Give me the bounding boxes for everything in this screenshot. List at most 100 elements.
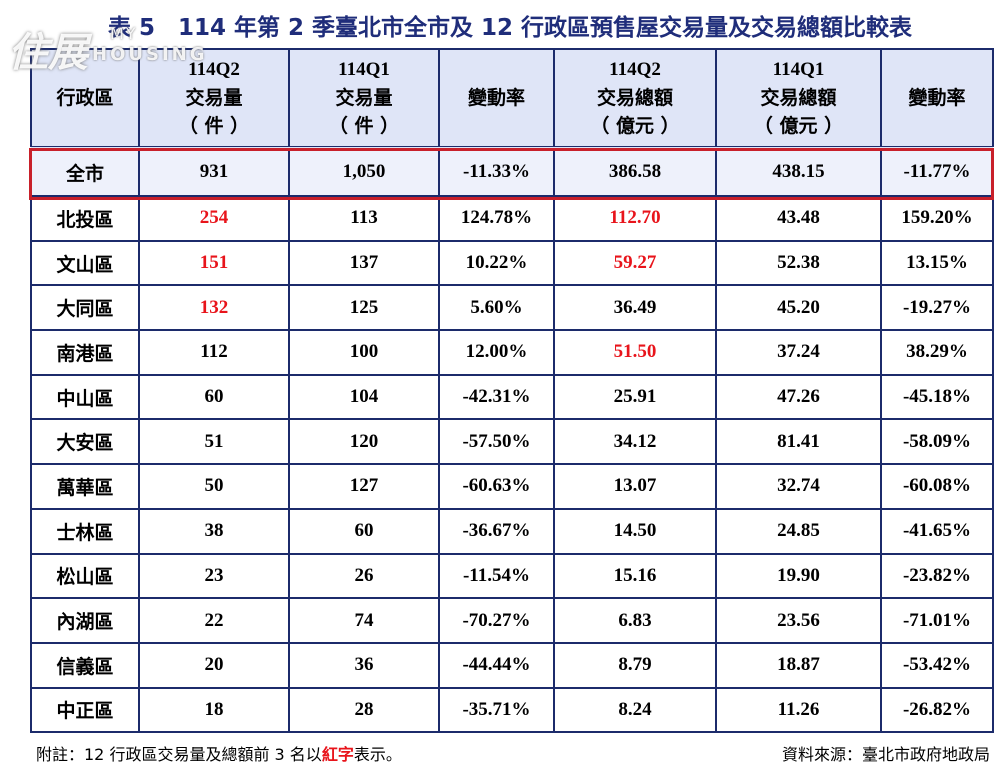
value-cell: 51.50 [553,329,717,376]
value-cell: 104 [288,373,440,421]
district-cell: 大同區 [30,284,140,332]
value-cell: 931 [138,146,290,197]
value-cell: -11.54% [438,552,555,600]
value-cell: 13.07 [553,463,717,510]
value-cell: -11.33% [438,146,555,197]
header-cell: 114Q2 交易總額 （ 億元 ） [553,48,717,149]
value-cell: -44.44% [438,641,555,689]
data-row: 中正區 18 28 -35.71% 8.24 11.26 -26.82% [30,686,994,734]
value-cell: 25.91 [553,373,717,421]
value-cell: -45.18% [880,373,994,421]
value-cell: 100 [288,329,440,376]
value-cell: 60 [288,507,440,555]
header-line: 114Q1 [772,59,825,80]
data-row: 北投區 254 113 124.78% 112.70 43.48 159.20% [30,195,994,242]
value-cell: -58.09% [880,418,994,466]
header-cell: 114Q2 交易量 （ 件 ） [138,48,290,149]
value-cell: -23.82% [880,552,994,600]
value-cell: -60.63% [438,463,555,510]
value-cell: 132 [138,284,290,332]
value-cell: 19.90 [715,552,882,600]
footnote-part: 紅字 [321,745,354,764]
value-cell: 47.26 [715,373,882,421]
value-cell: 36 [288,641,440,689]
value-cell: -36.67% [438,507,555,555]
value-cell: -60.08% [880,463,994,510]
value-cell: 5.60% [438,284,555,332]
data-row: 士林區 38 60 -36.67% 14.50 24.85 -41.65% [30,507,994,555]
district-cell: 北投區 [30,195,140,242]
value-cell: 151 [138,239,290,287]
value-cell: 81.41 [715,418,882,466]
value-cell: -35.71% [438,686,555,734]
value-cell: 18 [138,686,290,734]
value-cell: -26.82% [880,686,994,734]
value-cell: 8.79 [553,641,717,689]
data-row: 文山區 151 137 10.22% 59.27 52.38 13.15% [30,239,994,287]
header-cell: 行政區 [30,48,140,149]
header-line: 114Q2 [609,59,661,80]
district-cell: 南港區 [30,329,140,376]
value-cell: -70.27% [438,597,555,644]
logo-mark: 住展 [8,29,88,76]
value-cell: 386.58 [553,146,717,197]
value-cell: 22 [138,597,290,644]
district-cell: 信義區 [30,641,140,689]
logo-text: MY [110,24,138,43]
title: 表 5 114 年第 2 季臺北市全市及 12 行政區預售屋交易量及交易總額比較… [107,15,913,41]
value-cell: 12.00% [438,329,555,376]
value-cell: 11.26 [715,686,882,734]
value-cell: 28 [288,686,440,734]
value-cell: 18.87 [715,641,882,689]
value-cell: -71.01% [880,597,994,644]
value-cell: 38 [138,507,290,555]
value-cell: -42.31% [438,373,555,421]
value-cell: 14.50 [553,507,717,555]
district-cell: 松山區 [30,552,140,600]
data-row: 中山區 60 104 -42.31% 25.91 47.26 -45.18% [30,373,994,421]
value-cell: 74 [288,597,440,644]
value-cell: 159.20% [880,195,994,242]
logo-text: HOUSING [92,44,208,65]
district-cell: 全市 [30,146,140,197]
header-cell: 變動率 [880,48,994,149]
footnote: 附註：12 行政區交易量及總額前 3 名以紅字表示。 [36,741,402,765]
value-cell: 38.29% [880,329,994,376]
value-cell: -57.50% [438,418,555,466]
value-cell: 43.48 [715,195,882,242]
value-cell: 10.22% [438,239,555,287]
value-cell: 34.12 [553,418,717,466]
value-cell: 438.15 [715,146,882,197]
value-cell: 15.16 [553,552,717,600]
value-cell: -19.27% [880,284,994,332]
district-cell: 文山區 [30,239,140,287]
district-cell: 中山區 [30,373,140,421]
logo: 住展 MY HOUSING [0,18,204,76]
value-cell: 36.49 [553,284,717,332]
value-cell: 1,050 [288,146,440,197]
value-cell: 112 [138,329,290,376]
value-cell: -41.65% [880,507,994,555]
header-cell: 114Q1 交易總額 （ 億元 ） [715,48,882,149]
total-row: 全市 931 1,050 -11.33% 386.58 438.15 -11.77% [30,146,994,197]
value-cell: 50 [138,463,290,510]
data-row: 萬華區 50 127 -60.63% 13.07 32.74 -60.08% [30,463,994,510]
value-cell: 124.78% [438,195,555,242]
header-cell: 變動率 [438,48,555,149]
district-cell: 大安區 [30,418,140,466]
value-cell: 60 [138,373,290,421]
data-row: 信義區 20 36 -44.44% 8.79 18.87 -53.42% [30,641,994,689]
value-cell: 23.56 [715,597,882,644]
header-line: 交易量 [335,87,393,109]
header-line: 交易量 [185,87,243,109]
district-cell: 士林區 [30,507,140,555]
header-line: （ 億元 ） [753,115,844,137]
header-line: （ 件 ） [178,115,250,137]
value-cell: 137 [288,239,440,287]
value-cell: -53.42% [880,641,994,689]
data-row: 南港區 112 100 12.00% 51.50 37.24 38.29% [30,329,994,376]
data-row: 大同區 132 125 5.60% 36.49 45.20 -19.27% [30,284,994,332]
value-cell: 45.20 [715,284,882,332]
value-cell: 113 [288,195,440,242]
